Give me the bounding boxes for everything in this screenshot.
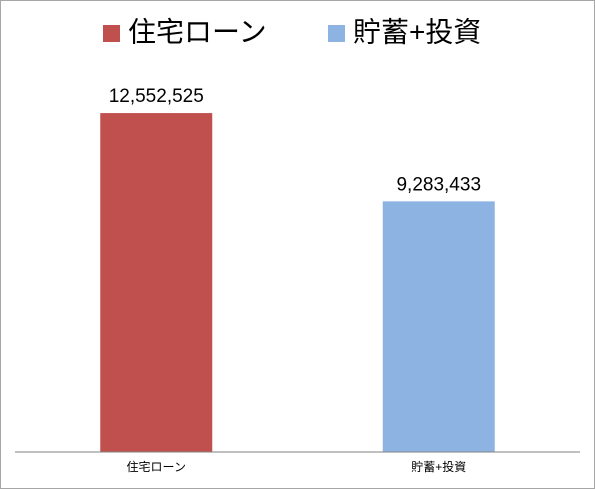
legend-swatch	[328, 25, 345, 42]
legend-label: 貯蓄+投資	[353, 16, 481, 47]
legend-label: 住宅ローン	[128, 16, 267, 47]
bar	[382, 201, 495, 452]
data-label: 9,283,433	[396, 174, 481, 195]
x-tick-label: 住宅ローン	[127, 459, 186, 474]
data-label: 12,552,525	[109, 86, 204, 107]
legend-swatch	[103, 25, 120, 42]
bar	[100, 113, 213, 453]
x-tick-label: 貯蓄+投資	[411, 459, 466, 474]
